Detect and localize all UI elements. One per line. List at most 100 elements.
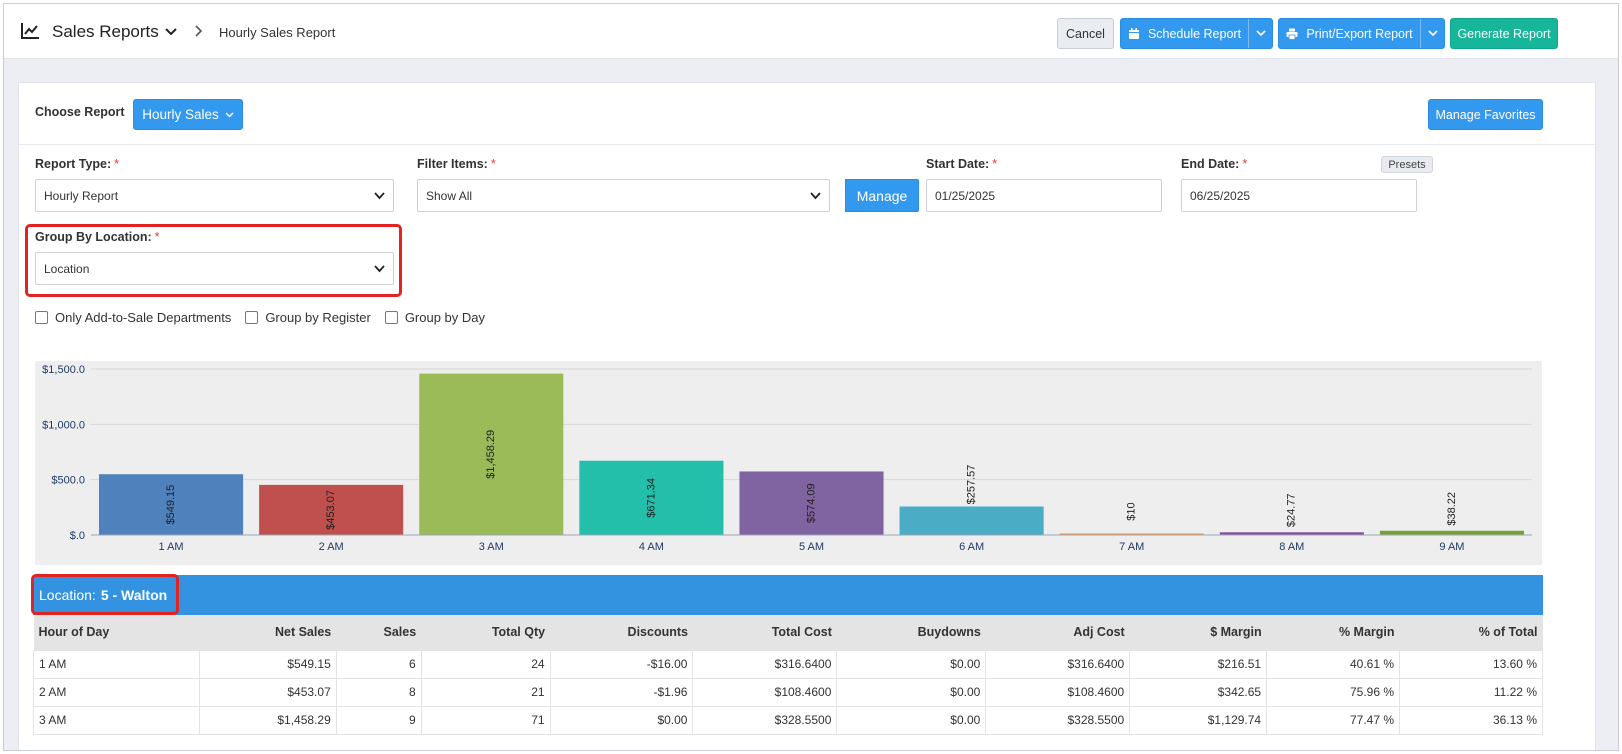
column-header[interactable]: % of Total xyxy=(1399,615,1543,650)
highlight-box-location xyxy=(31,574,179,615)
report-card: Choose Report Hourly Sales Manage Favori… xyxy=(18,82,1596,750)
filter-items-label-text: Filter Items: xyxy=(417,157,488,171)
hourly-sales-chart: $.0 $500.0 $1,000.0 $1,500.0 $549.15 1 AM $453… xyxy=(35,361,1542,565)
options-checkboxes: Only Add-to-Sale Departments Group by Re… xyxy=(35,310,499,325)
column-header[interactable]: Total Cost xyxy=(692,615,837,650)
report-type-label: Report Type: * xyxy=(35,157,119,171)
group-by-location-label-text: Group By Location: xyxy=(35,230,152,244)
column-header[interactable]: % Margin xyxy=(1266,615,1400,650)
column-header[interactable]: Total Qty xyxy=(421,615,551,650)
start-date-label-text: Start Date: xyxy=(926,157,990,171)
table-cell: 77.47 % xyxy=(1266,705,1401,735)
column-header[interactable]: Buydowns xyxy=(836,615,986,650)
checkbox-box[interactable] xyxy=(245,311,259,324)
table-cell: -$1.96 xyxy=(549,677,694,707)
bar-data-label: $1,458.29 xyxy=(485,430,497,479)
chart-bar xyxy=(579,460,724,535)
schedule-report-button[interactable]: Schedule Report xyxy=(1120,18,1273,49)
table-cell: 71 xyxy=(420,705,551,735)
table-cell: $0.00 xyxy=(549,705,694,735)
table-cell: $108.4600 xyxy=(692,677,838,707)
x-tick-label: 9 AM xyxy=(1439,541,1464,553)
end-date-input[interactable]: 06/25/2025 xyxy=(1181,179,1417,212)
table-row: 1 AM $549.15 6 24 -$16.00 $316.6400 $0.00 $316.… xyxy=(33,649,1543,679)
print-export-dropdown[interactable] xyxy=(1420,19,1444,48)
calendar-icon xyxy=(1128,27,1139,39)
bar-data-label: $549.15 xyxy=(165,485,177,525)
checkbox-box[interactable] xyxy=(35,311,48,324)
end-date-value: 06/25/2025 xyxy=(1190,188,1251,203)
table-cell: $0.00 xyxy=(836,677,987,707)
group-by-day-checkbox[interactable]: Group by Day xyxy=(384,310,485,325)
app-window: Sales Reports Hourly Sales Report Cancel… xyxy=(3,3,1619,751)
header-bar: Sales Reports Hourly Sales Report Cancel… xyxy=(4,4,1618,59)
chevron-down-icon[interactable] xyxy=(165,28,177,36)
x-tick-label: 2 AM xyxy=(319,541,344,553)
table-cell: $316.6400 xyxy=(985,649,1131,679)
checkbox-label: Group by Register xyxy=(265,310,371,325)
chevron-down-icon xyxy=(374,265,385,273)
highlight-box-group-by-location xyxy=(25,224,402,297)
filter-items-value: Show All xyxy=(426,188,473,203)
only-add-to-sale-checkbox[interactable]: Only Add-to-Sale Departments xyxy=(35,310,231,325)
print-export-button[interactable]: Print/Export Report xyxy=(1278,18,1445,49)
group-by-location-select[interactable]: Location xyxy=(35,252,394,285)
table-cell: $328.5500 xyxy=(692,705,838,735)
manage-filter-button[interactable]: Manage xyxy=(845,179,919,212)
table-header-row: Hour of Day Net Sales Sales Total Qty Discou… xyxy=(33,615,1543,650)
x-tick-label: 4 AM xyxy=(639,541,664,553)
filter-items-select[interactable]: Show All xyxy=(417,179,830,212)
bar-data-label: $257.57 xyxy=(966,465,978,505)
start-date-input[interactable]: 01/25/2025 xyxy=(926,179,1162,212)
chart-bar xyxy=(259,484,404,535)
printer-icon xyxy=(1286,28,1298,40)
column-header[interactable]: Sales xyxy=(336,615,422,650)
group-by-location-value: Location xyxy=(44,261,90,276)
column-header[interactable]: Discounts xyxy=(550,615,693,650)
group-by-register-checkbox[interactable]: Group by Register xyxy=(245,310,371,325)
table-cell: $1,458.29 xyxy=(198,705,337,735)
table-cell: $1,129.74 xyxy=(1129,705,1268,735)
table-cell: 11.22 % xyxy=(1399,677,1543,707)
generate-report-label: Generate Report xyxy=(1457,26,1551,41)
generate-report-button[interactable]: Generate Report xyxy=(1450,18,1558,49)
cancel-button-label: Cancel xyxy=(1066,26,1105,41)
hourly-sales-table: Hour of Day Net Sales Sales Total Qty Discou… xyxy=(33,615,1543,735)
page-title[interactable]: Sales Reports xyxy=(52,22,159,41)
table-cell: 21 xyxy=(420,677,551,707)
chart-bar xyxy=(1059,533,1204,535)
table-cell: 2 AM xyxy=(33,677,200,707)
presets-button[interactable]: Presets xyxy=(1381,156,1433,173)
table-cell: $316.6400 xyxy=(692,649,838,679)
location-name: 5 - Walton xyxy=(100,587,168,603)
column-header[interactable]: $ Margin xyxy=(1129,615,1267,650)
report-type-label-text: Report Type: xyxy=(35,157,112,171)
bar-data-label: $574.09 xyxy=(805,483,817,523)
chart-bar xyxy=(899,506,1044,535)
line-chart-icon xyxy=(21,23,39,39)
y-tick-label: $500.0 xyxy=(51,475,85,487)
cancel-button[interactable]: Cancel xyxy=(1057,18,1114,49)
column-header[interactable]: Adj Cost xyxy=(985,615,1130,650)
table-cell: $342.65 xyxy=(1129,677,1268,707)
required-mark: * xyxy=(154,230,160,244)
checkbox-box[interactable] xyxy=(384,311,398,324)
choose-report-label: Choose Report xyxy=(35,105,125,119)
bar-data-label: $453.07 xyxy=(325,490,337,530)
table-cell: 1 AM xyxy=(33,649,200,679)
column-header[interactable]: Net Sales xyxy=(199,615,337,650)
x-tick-label: 1 AM xyxy=(159,541,184,553)
column-header[interactable]: Hour of Day xyxy=(33,615,200,650)
chart-bar xyxy=(419,373,564,535)
x-tick-label: 5 AM xyxy=(799,541,824,553)
report-type-select[interactable]: Hourly Report xyxy=(35,179,394,212)
x-tick-label: 3 AM xyxy=(479,541,504,553)
choose-report-dropdown[interactable]: Hourly Sales xyxy=(133,99,243,130)
schedule-report-dropdown[interactable] xyxy=(1248,19,1272,48)
required-mark: * xyxy=(992,157,998,171)
table-cell: $216.51 xyxy=(1129,649,1268,679)
manage-favorites-button[interactable]: Manage Favorites xyxy=(1428,99,1543,130)
table-row: 2 AM $453.07 8 21 -$1.96 $108.4600 $0.00 $108.4… xyxy=(33,677,1543,707)
bar-data-label: $671.34 xyxy=(645,478,657,518)
table-cell: 36.13 % xyxy=(1399,705,1543,735)
